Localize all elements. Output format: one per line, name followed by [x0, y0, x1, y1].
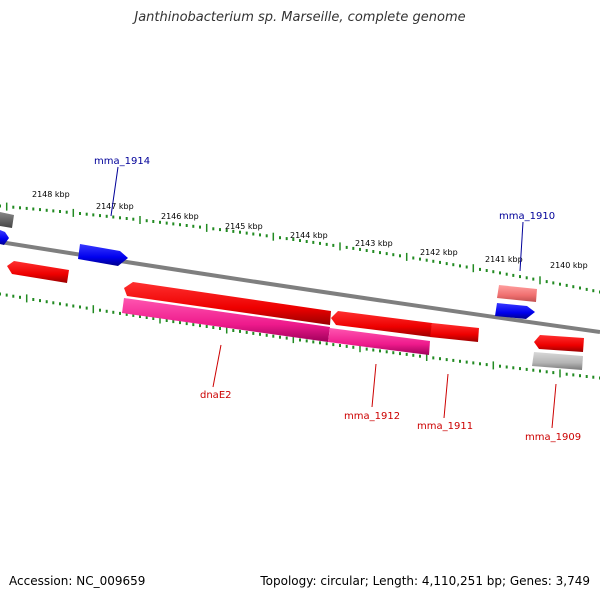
kbp-labels: 2148 kbp 2147 kbp 2146 kbp 2145 kbp 2144…: [32, 190, 588, 270]
kbp-label-2140: 2140 kbp: [550, 261, 588, 270]
leader-line-mma-1909: [551, 383, 557, 429]
rna-feature-dnaE2[interactable]: [122, 298, 330, 342]
gene-arrow-mma-1914[interactable]: [78, 244, 128, 266]
kbp-label-2143: 2143 kbp: [355, 239, 393, 248]
kbp-label-2146: 2146 kbp: [161, 212, 199, 221]
leader-line-mma-1914: [110, 166, 119, 217]
gene-arrow-forward-right[interactable]: [495, 303, 535, 319]
kbp-label-2147: 2147 kbp: [96, 202, 134, 211]
gene-label-mma-1911[interactable]: mma_1911: [417, 421, 473, 432]
leader-line-mma-1912: [371, 363, 377, 408]
gene-arrow-dnaE2[interactable]: [124, 282, 331, 325]
gene-label-mma-1914[interactable]: mma_1914: [94, 156, 150, 167]
kbp-label-2141: 2141 kbp: [485, 255, 523, 264]
gene-arrow-mma-1912[interactable]: [331, 311, 432, 337]
gene-label-mma-1910[interactable]: mma_1910: [499, 211, 555, 222]
gene-arrow-mma-1909[interactable]: [534, 335, 584, 352]
rna-feature-mma-1912[interactable]: [328, 328, 430, 355]
gene-arrow-reverse-left[interactable]: [7, 261, 69, 283]
leader-line-dnaE2: [212, 344, 222, 388]
map-title: Janthinobacterium sp. Marseille, complet…: [134, 10, 466, 25]
leader-line-mma-1910: [519, 221, 524, 272]
gene-arrow-mma-1911[interactable]: [430, 323, 479, 342]
kbp-label-2148: 2148 kbp: [32, 190, 70, 199]
accession-text: Accession: NC_009659: [9, 574, 146, 588]
gene-arrow-mma-1909-gray[interactable]: [532, 352, 583, 370]
gene-arrow-partial-left[interactable]: [0, 212, 14, 228]
kbp-label-2142: 2142 kbp: [420, 248, 458, 257]
gene-label-mma-1912[interactable]: mma_1912: [344, 411, 400, 422]
outer-scale-ruler: [0, 202, 600, 294]
kbp-label-2144: 2144 kbp: [290, 231, 328, 240]
inner-scale-ruler: [0, 292, 600, 380]
gene-label-mma-1909[interactable]: mma_1909: [525, 432, 581, 443]
gene-arrow-mma-1910[interactable]: [497, 285, 537, 302]
kbp-label-2145: 2145 kbp: [225, 222, 263, 231]
genome-stats-text: Topology: circular; Length: 4,110,251 bp…: [260, 574, 590, 588]
gene-label-dnaE2[interactable]: dnaE2: [200, 390, 232, 401]
gene-arrow-forward-left-edge[interactable]: [0, 230, 9, 245]
leader-line-mma-1911: [443, 373, 449, 419]
